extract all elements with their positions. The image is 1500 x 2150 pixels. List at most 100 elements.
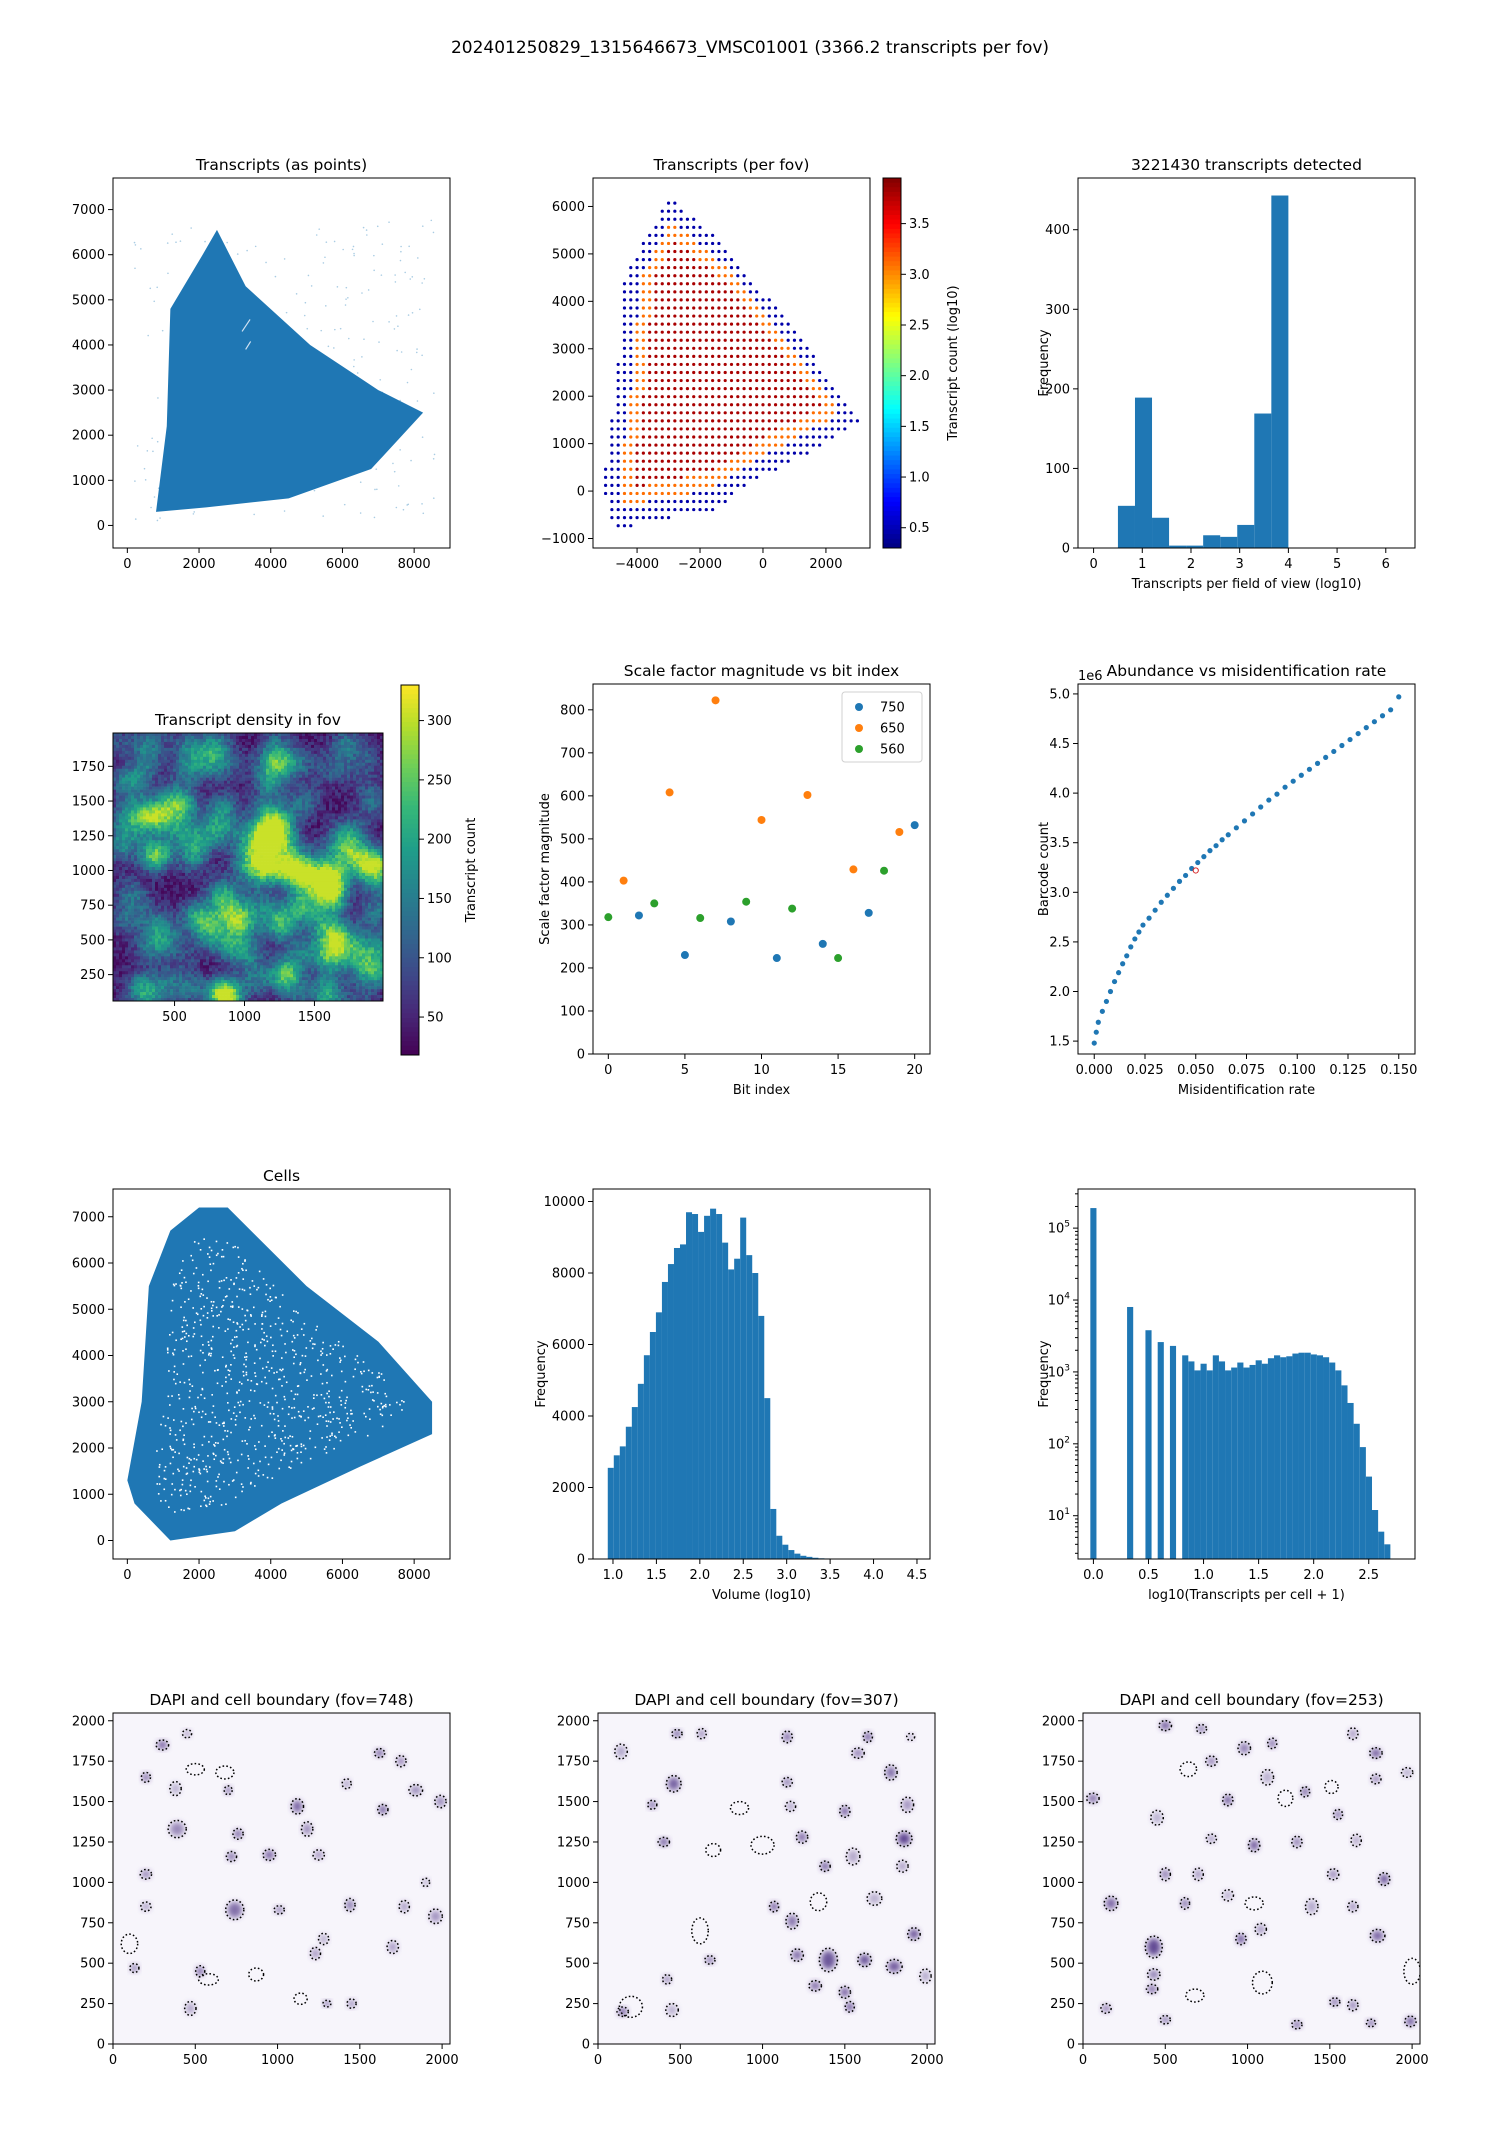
density-cell — [179, 950, 183, 954]
y-tick-label: 0 — [577, 485, 585, 500]
density-cell — [164, 822, 168, 826]
density-cell — [116, 944, 120, 948]
density-cell — [152, 846, 156, 850]
density-cell — [113, 962, 117, 966]
density-cell — [161, 867, 165, 871]
density-cell — [185, 825, 189, 829]
colorbar-segment — [883, 321, 901, 327]
density-cell — [116, 861, 120, 865]
density-cell — [140, 744, 144, 749]
density-cell — [194, 878, 198, 883]
density-cell — [119, 756, 123, 761]
density-cell — [125, 762, 129, 767]
fov-point — [711, 443, 715, 447]
density-cell — [143, 801, 147, 805]
density-cell — [170, 953, 174, 957]
density-cell — [191, 899, 195, 904]
density-cell — [116, 992, 120, 996]
fov-point — [711, 475, 715, 479]
fov-point — [622, 507, 627, 512]
density-cell — [155, 998, 159, 1001]
fov-point — [666, 459, 671, 463]
density-cell — [137, 917, 141, 921]
density-cell — [188, 765, 192, 770]
fov-point — [654, 225, 658, 229]
fov-point — [635, 330, 639, 334]
density-cell — [149, 890, 153, 895]
density-cell — [155, 953, 159, 957]
colorbar-segment — [883, 178, 901, 184]
density-cell — [176, 849, 180, 853]
density-cell — [122, 932, 126, 936]
density-cell — [134, 872, 138, 877]
density-cell — [137, 852, 141, 856]
density-cell — [116, 893, 120, 898]
fov-point — [660, 314, 664, 318]
density-cell — [113, 741, 117, 746]
density-cell — [176, 852, 180, 856]
density-cell — [188, 738, 192, 743]
density-cell — [173, 974, 177, 978]
density-cell — [170, 902, 174, 907]
fov-point — [660, 499, 664, 504]
fov-point — [660, 443, 664, 447]
fov-point — [660, 298, 664, 302]
density-cell — [143, 968, 147, 972]
fov-point — [641, 370, 645, 375]
fov-point — [654, 467, 658, 471]
density-cell — [146, 801, 150, 805]
fov-point — [755, 370, 759, 375]
density-cell — [155, 738, 159, 743]
density-cell — [140, 864, 144, 868]
y-tick-label: 200 — [1045, 382, 1070, 397]
fov-point — [698, 411, 702, 415]
density-cell — [173, 917, 177, 921]
fov-point — [692, 225, 696, 229]
density-cell — [158, 786, 162, 790]
density-cell — [182, 804, 186, 808]
density-cell — [122, 795, 126, 799]
density-cell — [173, 962, 177, 966]
density-cell — [161, 995, 165, 999]
fov-point — [685, 330, 690, 334]
density-cell — [188, 762, 192, 767]
fov-point — [698, 306, 702, 310]
density-cell — [131, 998, 135, 1001]
density-cell — [140, 834, 144, 838]
fov-point — [767, 354, 771, 358]
fov-point — [736, 443, 740, 447]
fov-point — [648, 491, 652, 496]
density-cell — [167, 968, 171, 972]
density-cell — [134, 852, 138, 856]
density-cell — [140, 801, 144, 805]
fov-point — [717, 419, 721, 423]
density-cell — [131, 786, 135, 790]
density-cell — [155, 965, 159, 969]
density-cell — [164, 881, 168, 886]
fov-point — [685, 443, 690, 447]
density-cell — [179, 738, 183, 743]
fov-point — [666, 249, 671, 254]
fov-point — [648, 322, 652, 326]
fov-point — [761, 354, 765, 358]
density-cell — [182, 878, 186, 883]
density-cell — [194, 822, 198, 826]
density-cell — [137, 843, 141, 847]
density-cell — [167, 875, 171, 880]
density-cell — [119, 843, 123, 847]
density-cell — [131, 834, 135, 838]
density-cell — [164, 971, 168, 975]
density-cell — [131, 878, 135, 883]
sparse-transcript-point — [345, 286, 348, 289]
density-cell — [146, 929, 150, 933]
density-cell — [188, 965, 192, 969]
density-cell — [149, 819, 153, 823]
density-cell — [125, 840, 129, 844]
density-cell — [161, 953, 165, 957]
density-cell — [161, 959, 165, 963]
density-cell — [191, 977, 195, 981]
colorbar-segment — [883, 524, 901, 530]
density-cell — [161, 911, 165, 915]
density-cell — [167, 896, 171, 901]
density-cell — [170, 738, 174, 743]
